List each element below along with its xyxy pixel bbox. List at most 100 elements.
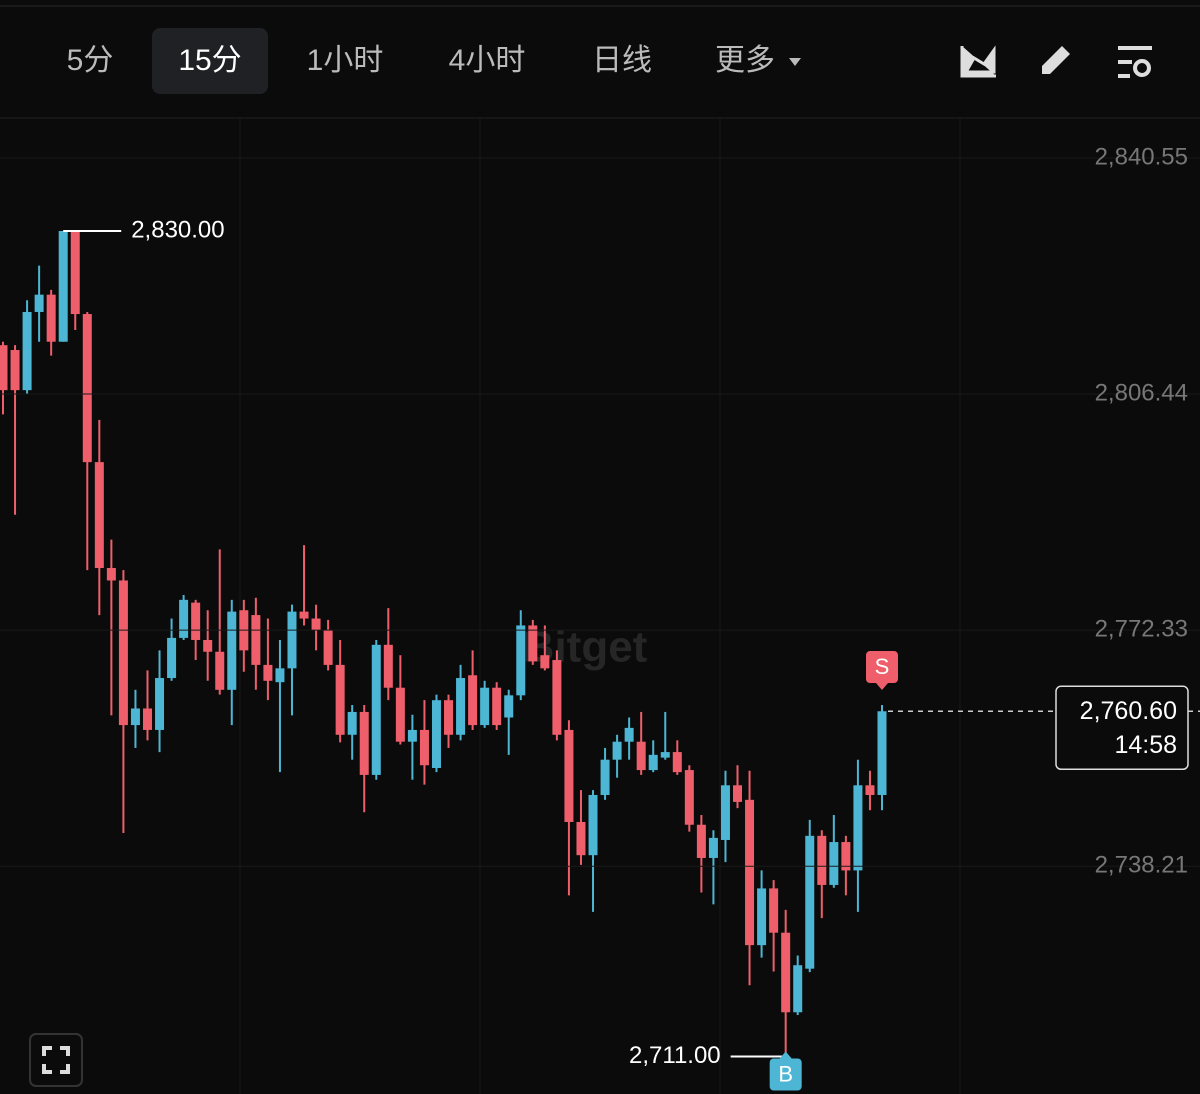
- fullscreen-button[interactable]: [29, 1033, 83, 1087]
- candle-body: [757, 888, 767, 946]
- dropdown-caret: [789, 58, 801, 66]
- candle-body: [34, 294, 44, 312]
- candle-body: [769, 888, 779, 933]
- candle-body: [504, 695, 514, 718]
- grid: [239, 118, 961, 1094]
- candle-body: [684, 770, 694, 825]
- tab-highlight: [152, 28, 268, 94]
- candle-body: [540, 655, 550, 669]
- candle-body: [130, 708, 140, 726]
- candle-body: [335, 664, 345, 735]
- candle-body: [191, 602, 201, 640]
- candle-body: [600, 759, 610, 795]
- candle-body: [0, 345, 8, 391]
- candle-body: [94, 462, 104, 569]
- settings-icon[interactable]: [1118, 46, 1152, 78]
- chart-type-icon[interactable]: [960, 45, 996, 78]
- candle-body: [395, 687, 405, 742]
- candle-body: [552, 660, 562, 735]
- candle-body: [564, 729, 574, 822]
- candle-body: [576, 821, 586, 856]
- candle-body: [708, 837, 718, 858]
- trade-marker-label: S: [875, 654, 890, 679]
- candle-body: [215, 651, 225, 690]
- candle-body: [155, 678, 165, 730]
- draw-icon[interactable]: [1042, 46, 1070, 74]
- timeframe-tabs: 5分 15分 1小时 4小时 日线 更多: [67, 28, 801, 94]
- candle-body: [829, 842, 839, 885]
- candle-body: [251, 615, 261, 665]
- candle-body: [516, 625, 526, 696]
- candle-body: [287, 611, 297, 669]
- candle-body: [82, 314, 92, 463]
- trade-marker: [769, 1058, 802, 1091]
- y-tick-label: 2,806.44: [1095, 379, 1188, 406]
- y-tick-label: 2,840.55: [1095, 143, 1188, 170]
- candle-body: [588, 794, 598, 856]
- candle-body: [841, 842, 851, 871]
- candle-body: [877, 711, 887, 795]
- candle-body: [10, 350, 20, 391]
- trade-marker: [866, 651, 898, 684]
- candle-body: [118, 580, 128, 726]
- candle-body: [793, 965, 803, 1013]
- candle-body: [720, 785, 730, 840]
- timeframe-tab[interactable]: 1小时: [307, 44, 384, 77]
- candle-body: [853, 785, 863, 871]
- trade-marker-pointer: [779, 1051, 792, 1059]
- candle-body: [263, 664, 273, 681]
- candle-body: [492, 687, 502, 726]
- trade-marker-pointer: [876, 683, 888, 691]
- candle-body: [179, 599, 189, 638]
- timeframe-tab[interactable]: 5分: [67, 44, 114, 77]
- candle-body: [407, 729, 417, 742]
- candle-body: [456, 678, 466, 735]
- candle-body: [299, 611, 309, 619]
- candle-body: [745, 799, 755, 946]
- candle-body: [648, 754, 658, 771]
- candle-body: [817, 835, 827, 885]
- candle-body: [480, 687, 490, 726]
- candle-body: [275, 668, 285, 683]
- y-tick-label: 2,738.21: [1095, 852, 1188, 879]
- candle-body: [624, 727, 634, 742]
- last-price-label: 2,760.60: [1080, 697, 1177, 725]
- candle-body: [203, 639, 213, 652]
- candle-body: [733, 785, 743, 802]
- y-tick-label: 2,772.33: [1095, 615, 1188, 642]
- candle-body: [696, 824, 706, 858]
- candle-body: [46, 294, 56, 342]
- candle-body: [781, 932, 791, 1013]
- timeframe-tab[interactable]: 更多: [715, 44, 775, 77]
- candle-body: [227, 611, 237, 690]
- countdown: 14:58: [1114, 731, 1177, 759]
- candle-body: [468, 675, 478, 726]
- timeframe-tab[interactable]: 4小时: [449, 44, 526, 77]
- candle-body: [419, 729, 429, 766]
- candle-body: [660, 752, 670, 758]
- candle-body: [371, 644, 381, 775]
- candle-body: [528, 625, 538, 662]
- timeframe-tab[interactable]: 15分: [178, 44, 241, 77]
- candle-body: [347, 711, 357, 735]
- toolbar-icons: [960, 45, 1152, 78]
- candle-body: [323, 630, 333, 665]
- candle-body: [444, 700, 454, 735]
- price-box: [1055, 685, 1189, 771]
- candle-body: [805, 835, 815, 969]
- candle-body: [106, 568, 116, 581]
- trade-marker-label: B: [778, 1061, 793, 1086]
- high-label: 2,830.00: [131, 216, 224, 243]
- candle-body: [359, 711, 369, 775]
- candle-body: [167, 637, 177, 679]
- low-label: 2,711.00: [629, 1042, 721, 1069]
- candle-body: [70, 231, 80, 315]
- candle-body: [636, 741, 646, 771]
- candle-body: [612, 741, 622, 760]
- candle-body: [58, 231, 68, 342]
- candle-body: [311, 618, 321, 631]
- timeframe-tab[interactable]: 日线: [592, 44, 652, 77]
